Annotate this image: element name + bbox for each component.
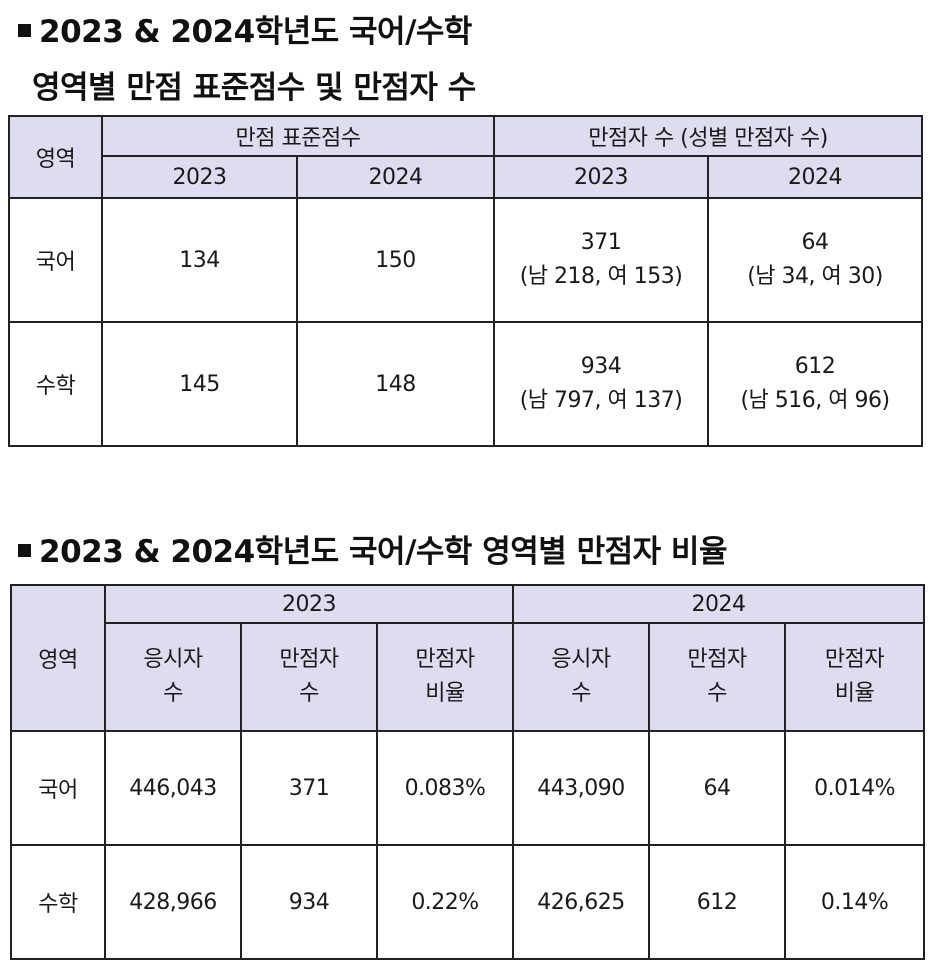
count-value: 612 bbox=[794, 354, 836, 379]
header-std-score: 만점 표준점수 bbox=[101, 115, 495, 157]
header-line: 만점자 bbox=[279, 647, 339, 672]
header-year: 2024 bbox=[296, 155, 495, 199]
header-line: 응시자 bbox=[551, 647, 611, 672]
perfect-count-cell: 612 (남 516, 여 96) bbox=[706, 321, 924, 447]
std-score-cell: 150 bbox=[296, 197, 495, 323]
examinees-cell: 443,090 bbox=[512, 730, 651, 846]
header-year-2023: 2023 bbox=[103, 584, 515, 624]
header-year: 2023 bbox=[493, 155, 709, 199]
ratio-cell: 0.083% bbox=[375, 730, 515, 846]
table-row: 수학 428,966 934 0.22% 426,625 612 0.14% bbox=[10, 844, 926, 960]
header-ratio: 만점자 비율 bbox=[375, 622, 515, 732]
count-value: 371 bbox=[580, 230, 622, 255]
gender-breakdown: (남 218, 여 153) bbox=[519, 264, 683, 289]
perfect-cell: 371 bbox=[240, 730, 378, 846]
examinees-cell: 428,966 bbox=[104, 844, 242, 960]
header-year-2024: 2024 bbox=[512, 584, 926, 624]
header-line: 수 bbox=[163, 681, 183, 706]
header-area: 영역 bbox=[8, 115, 103, 199]
header-ratio: 만점자 비율 bbox=[784, 622, 926, 732]
std-score-table: 영역 만점 표준점수 만점자 수 (성별 만점자 수) 2023 2024 20… bbox=[8, 115, 924, 447]
examinees-cell: 426,625 bbox=[512, 844, 651, 960]
perfect-count-cell: 371 (남 218, 여 153) bbox=[493, 197, 709, 323]
gender-breakdown: (남 516, 여 96) bbox=[740, 388, 890, 413]
section1-subtitle: 영역별 만점 표준점수 및 만점자 수 bbox=[32, 70, 476, 106]
square-bullet-icon bbox=[18, 24, 31, 37]
std-score-cell: 134 bbox=[101, 197, 298, 323]
gender-breakdown: (남 34, 여 30) bbox=[747, 264, 883, 289]
row-area: 수학 bbox=[10, 844, 106, 960]
header-year: 2024 bbox=[706, 155, 924, 199]
header-line: 비율 bbox=[834, 681, 875, 706]
row-area: 국어 bbox=[8, 197, 103, 323]
gender-breakdown: (남 797, 여 137) bbox=[519, 388, 683, 413]
header-line: 만점자 bbox=[687, 647, 747, 672]
header-perfect-count: 만점자 수 (성별 만점자 수) bbox=[492, 115, 924, 157]
section2-title: 2023 & 2024학년도 국어/수학 영역별 만점자 비율 bbox=[18, 526, 727, 571]
header-perfect: 만점자 수 bbox=[648, 622, 787, 732]
perfect-cell: 64 bbox=[648, 730, 787, 846]
table-row: 국어 446,043 371 0.083% 443,090 64 0.014% bbox=[10, 730, 926, 846]
header-examinees: 응시자 수 bbox=[104, 622, 242, 732]
section2-title-text: 2023 & 2024학년도 국어/수학 영역별 만점자 비율 bbox=[39, 534, 727, 570]
header-area: 영역 bbox=[10, 584, 106, 732]
count-value: 64 bbox=[801, 230, 830, 255]
header-line: 비율 bbox=[425, 681, 465, 706]
header-line: 수 bbox=[571, 681, 591, 706]
row-area: 국어 bbox=[10, 730, 106, 846]
ratio-cell: 0.14% bbox=[784, 844, 926, 960]
count-value: 934 bbox=[580, 354, 622, 379]
examinees-cell: 446,043 bbox=[104, 730, 242, 846]
header-year: 2023 bbox=[101, 155, 298, 199]
section1-title: 2023 & 2024학년도 국어/수학 bbox=[18, 6, 472, 51]
table-row: 국어 134 150 371 (남 218, 여 153) 64 (남 34, … bbox=[8, 197, 924, 323]
header-examinees: 응시자 수 bbox=[512, 622, 651, 732]
ratio-cell: 0.014% bbox=[784, 730, 926, 846]
std-score-cell: 148 bbox=[296, 321, 495, 447]
row-area: 수학 bbox=[8, 321, 103, 447]
perfect-ratio-table: 영역 2023 2024 응시자 수 만점자 수 만점자 비율 응시자 수 만점… bbox=[10, 584, 926, 960]
header-perfect: 만점자 수 bbox=[240, 622, 378, 732]
ratio-cell: 0.22% bbox=[375, 844, 515, 960]
header-line: 만점자 bbox=[824, 647, 885, 672]
header-line: 응시자 bbox=[143, 647, 203, 672]
perfect-count-cell: 64 (남 34, 여 30) bbox=[706, 197, 924, 323]
square-bullet-icon bbox=[18, 544, 31, 557]
section1-title-text: 2023 & 2024학년도 국어/수학 bbox=[39, 14, 472, 50]
std-score-cell: 145 bbox=[101, 321, 298, 447]
perfect-cell: 934 bbox=[240, 844, 378, 960]
table-row: 수학 145 148 934 (남 797, 여 137) 612 (남 516… bbox=[8, 321, 924, 447]
header-line: 수 bbox=[299, 681, 319, 706]
perfect-cell: 612 bbox=[648, 844, 787, 960]
header-line: 수 bbox=[707, 681, 727, 706]
header-line: 만점자 bbox=[415, 647, 475, 672]
perfect-count-cell: 934 (남 797, 여 137) bbox=[493, 321, 709, 447]
